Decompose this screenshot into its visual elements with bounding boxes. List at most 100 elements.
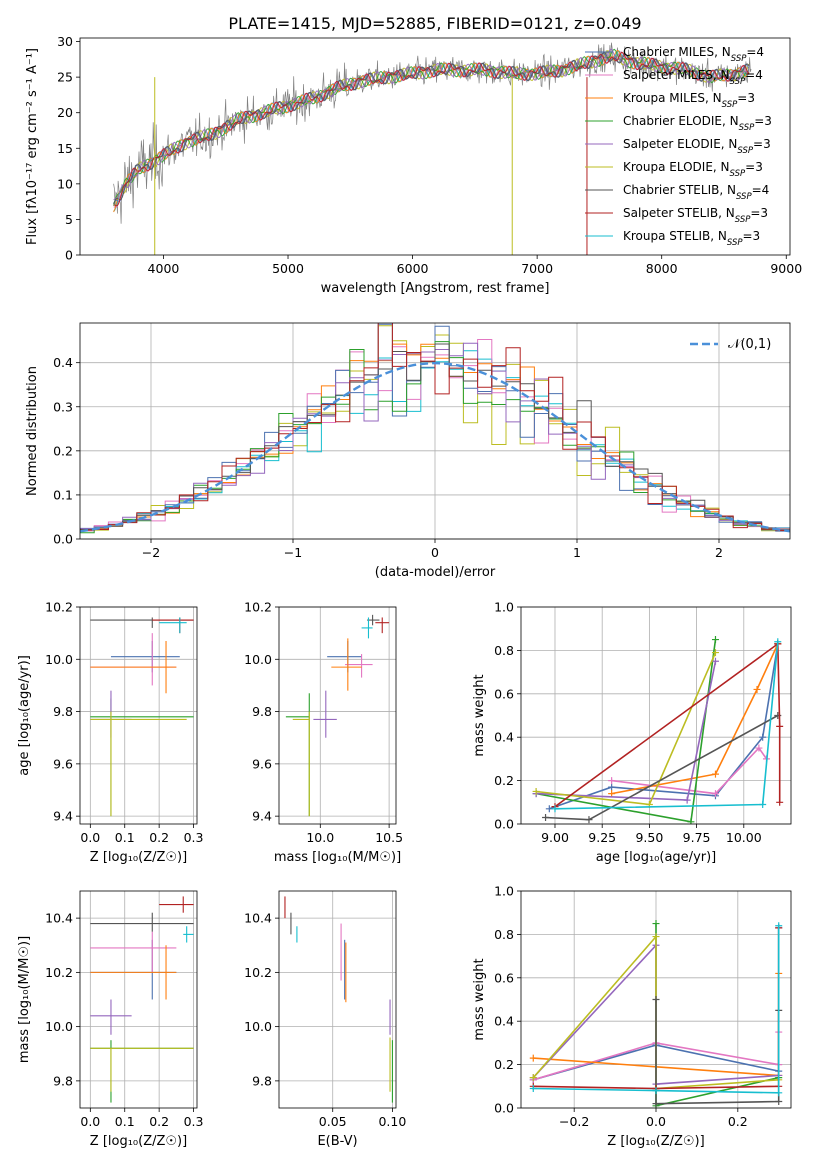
legend-subscript: SSP [731,54,747,64]
x-tick-label: 0.1 [115,1114,135,1129]
legend-text: Chabrier STELIB, N [623,183,736,197]
x-axis-label: Z [log₁₀(Z/Z☉)] [90,1134,187,1149]
y-axis-label: mass [log₁₀(M/M☉)] [17,936,32,1063]
model-line-7 [113,51,750,207]
x-axis-label: mass [log₁₀(M/M☉)] [274,850,401,865]
legend-entry: Salpeter MILES, NSSP=4 [623,68,763,87]
point-marker [753,685,761,693]
legend-entry: Salpeter STELIB, NSSP=3 [623,206,768,225]
point-marker [775,1089,783,1097]
axes-frame [79,37,791,256]
y-tick-label: 9.8 [53,704,73,719]
legend-entry: Salpeter ELODIE, NSSP=3 [623,137,771,156]
y-tick-label: 0.4 [494,730,514,745]
y-tick-label: 0.2 [494,1057,514,1072]
legend-text: Chabrier MILES, N [623,45,731,59]
y-tick-label: 0.6 [494,686,514,701]
y-axis-label: Flux [fλ10⁻¹⁷ erg cm⁻² s⁻¹ A⁻¹] [25,48,40,245]
x-tick-label: 9.50 [635,830,663,845]
legend-subscript: SSP [736,192,752,202]
weight-vs-age-plot-area [532,636,784,824]
point-marker [775,922,783,930]
weight-line-3 [655,923,779,1107]
x-tick-label: 9.25 [588,830,616,845]
y-tick-label: 10.2 [244,600,272,615]
point-marker [711,770,719,778]
point-marker [711,790,719,798]
x-tick-label: 0.2 [728,1114,748,1129]
axes-frame [278,606,397,825]
y-tick-label: 10 [57,176,73,191]
x-tick-label: 0.10 [378,1114,406,1129]
y-tick-label: 9.6 [252,756,272,771]
legend-entry: Kroupa MILES, NSSP=3 [623,91,755,110]
point-marker [608,777,616,785]
residuals-plot-area [80,323,790,534]
point-marker [774,638,782,646]
point-marker [683,796,691,804]
y-tick-label: 0.2 [53,443,73,458]
y-tick-label: 9.4 [53,809,73,824]
legend-tail: =3 [745,160,763,174]
legend-text: Salpeter MILES, N [623,68,730,82]
x-tick-label: 0.3 [184,830,204,845]
legend-subscript: SSP [727,238,743,248]
legend-subscript: SSP [730,77,746,87]
x-tick-label: 5000 [272,261,304,276]
model-line-4 [113,48,750,201]
x-tick-label: 10.0 [306,830,334,845]
y-tick-label: 10.2 [45,600,73,615]
y-tick-label: 9.6 [53,756,73,771]
point-marker [585,816,593,824]
point-marker [542,813,550,821]
y-axis-label: age [log₁₀(age/yr)] [17,655,32,776]
y-axis-label: Normed distribution [25,366,40,496]
y-tick-label: 10.2 [244,965,272,980]
x-tick-label: 8000 [646,261,678,276]
legend-tail: =4 [745,68,763,82]
x-tick-label: 9.75 [683,830,711,845]
x-tick-label: 6000 [397,261,429,276]
point-marker [652,1087,660,1095]
legend-entry: Chabrier ELODIE, NSSP=3 [623,114,772,133]
histogram-7 [80,323,790,531]
y-tick-label: 0.2 [494,773,514,788]
age-vs-Z-plot-area [90,617,194,817]
y-axis-label: mass weight [472,674,487,756]
legend-text: Salpeter ELODIE, N [623,137,737,151]
y-tick-label: 10.0 [45,652,73,667]
y-tick-label: 20 [57,105,73,120]
x-tick-label: 9000 [770,261,802,276]
x-axis-label: age [log₁₀(age/yr)] [596,850,717,865]
weight-line-2 [611,643,779,795]
legend-entry: Chabrier MILES, NSSP=4 [623,45,764,64]
x-tick-label: 1 [573,545,581,560]
x-tick-label: 10.00 [726,830,762,845]
point-marker [711,649,719,657]
y-tick-label: 1.0 [494,884,514,899]
x-tick-label: 7000 [521,261,553,276]
x-tick-label: −1 [284,545,302,560]
axes-frame [79,890,198,1109]
figure-title: PLATE=1415, MJD=52885, FIBERID=0121, z=0… [228,14,641,33]
x-tick-label: −2 [142,545,160,560]
point-marker [532,787,540,795]
weight-line-6 [545,714,779,821]
point-marker [652,996,660,1003]
point-marker [652,920,660,928]
point-marker [551,805,559,813]
y-tick-label: 0.0 [53,532,73,547]
mass-vs-Z-plot-area [90,896,194,1103]
x-tick-label: 0.05 [319,1114,347,1129]
y-tick-label: 9.8 [53,1073,73,1088]
legend-entry: Kroupa STELIB, NSSP=3 [623,229,760,248]
x-axis-label: E(B-V) [317,1134,357,1149]
y-tick-label: 0.1 [53,487,73,502]
y-tick-label: 0.8 [494,643,514,658]
age-vs-mass-plot-area [285,614,390,817]
y-tick-label: 5 [65,212,73,227]
legend-tail: =4 [746,45,764,59]
y-tick-label: 10.2 [45,965,73,980]
x-tick-label: 9.00 [541,830,569,845]
